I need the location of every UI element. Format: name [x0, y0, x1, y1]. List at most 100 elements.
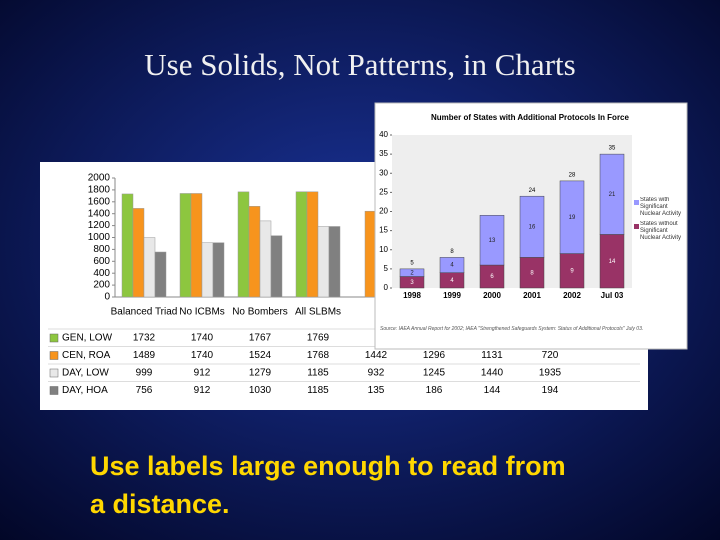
y-tick-label: 1000: [88, 232, 111, 243]
total-label: 28: [569, 172, 576, 178]
y-tick-label: 1400: [88, 208, 111, 219]
legend-label: States with Significant Nuclear Activity: [640, 197, 682, 217]
table-cell: 999: [136, 368, 153, 379]
data-label: 3: [410, 280, 414, 286]
bar-segment: [519, 257, 545, 289]
table-cell: 1524: [249, 350, 272, 361]
table-cell: 912: [194, 368, 211, 379]
chart-2: Number of States with Additional Protoco…: [379, 113, 682, 332]
y-tick-label: 1800: [88, 185, 111, 196]
data-label: 4: [450, 263, 454, 269]
x-tick-label: No Bombers: [232, 307, 288, 318]
y-tick-label: 1600: [88, 196, 111, 207]
legend-swatch: [49, 351, 59, 360]
table-cell: 932: [368, 368, 385, 379]
table-cell: 186: [426, 385, 443, 396]
legend-entry: States with Significant Nuclear Activity: [640, 197, 682, 217]
table-cell: 135: [368, 385, 385, 396]
table-cell: 1245: [423, 368, 446, 379]
y-tick-label: 15: [379, 226, 388, 235]
bar-segment: [399, 268, 425, 277]
table-cell: 1732: [133, 333, 156, 344]
slide-title: Use Solids, Not Patterns, in Charts: [144, 47, 575, 82]
legend-entry: States without Significant Nuclear Activ…: [640, 221, 682, 241]
bar-segment: [599, 153, 625, 235]
bar-segment: [479, 215, 505, 266]
data-label: 14: [609, 259, 616, 265]
table-cell: 1768: [307, 350, 330, 361]
data-label: 6: [490, 274, 494, 280]
chart-title: Number of States with Additional Protoco…: [431, 113, 629, 122]
plot-area: [392, 135, 632, 288]
table-cell: 1740: [191, 333, 214, 344]
table-cell: 1442: [365, 350, 388, 361]
bar: [201, 242, 214, 298]
legend-label: DAY, LOW: [62, 368, 109, 379]
data-label: 4: [450, 278, 454, 284]
legend-swatch: [634, 200, 639, 205]
y-tick-label: 2000: [88, 173, 111, 184]
bar: [248, 206, 261, 298]
bar: [121, 193, 134, 298]
total-label: 8: [450, 249, 454, 255]
bar: [212, 242, 225, 298]
table-cell: 1767: [249, 333, 272, 344]
x-tick-label: Balanced Triad: [111, 307, 178, 318]
table-cell: 1185: [307, 385, 329, 396]
total-label: 24: [529, 188, 536, 194]
y-tick-label: 10: [379, 245, 388, 254]
table-cell: 756: [136, 385, 153, 396]
y-tick-label: 400: [93, 268, 110, 279]
bar: [317, 226, 330, 298]
table-cell: 1131: [481, 350, 503, 361]
legend-swatch: [634, 224, 639, 229]
x-tick-label: No ICBMs: [179, 307, 225, 318]
table-cell: 1279: [249, 368, 272, 379]
bar: [190, 193, 203, 298]
table-cell: 1769: [307, 333, 330, 344]
x-tick-label: 2002: [563, 291, 581, 300]
legend-swatch: [49, 386, 59, 395]
table-cell: 1185: [307, 368, 329, 379]
data-label: 13: [489, 238, 496, 244]
y-tick-label: 25: [379, 187, 388, 196]
y-tick-label: 30: [379, 168, 388, 177]
legend-swatch: [49, 368, 59, 378]
table-cell: 720: [542, 350, 559, 361]
data-label: 2: [410, 270, 414, 276]
legend-label: States without Significant Nuclear Activ…: [640, 221, 682, 241]
y-tick-label: 800: [93, 244, 110, 255]
table-cell: 1296: [423, 350, 446, 361]
bar-segment: [439, 257, 465, 273]
x-tick-label: 2000: [483, 291, 501, 300]
table-cell: 1030: [249, 385, 272, 396]
data-label: 9: [570, 268, 574, 274]
total-label: 5: [410, 260, 414, 266]
y-tick-label: 40: [379, 130, 388, 139]
data-label: 16: [529, 224, 536, 230]
y-tick-label: 0: [384, 283, 389, 292]
bar-segment: [599, 234, 625, 289]
bar: [295, 191, 308, 298]
legend-swatch: [49, 333, 59, 343]
table-cell: 194: [542, 385, 559, 396]
y-tick-label: 35: [379, 149, 388, 158]
bar: [237, 191, 250, 298]
legend-label: GEN, LOW: [62, 333, 113, 344]
x-tick-label: All SLBMs: [295, 307, 341, 318]
total-label: 35: [609, 146, 616, 152]
bar: [179, 193, 192, 298]
bar: [259, 220, 272, 298]
legend-label: CEN, ROA: [62, 350, 111, 361]
table-cell: 144: [484, 385, 501, 396]
note: Source: IAEA Annual Report for 2002; IAE…: [380, 326, 643, 332]
body-text: a distance.: [90, 489, 230, 519]
bar: [132, 208, 145, 298]
bar: [154, 251, 167, 298]
y-tick-label: 600: [93, 256, 110, 267]
y-tick-label: 5: [384, 264, 389, 273]
table-cell: 1935: [539, 368, 562, 379]
x-tick-label: 1999: [443, 291, 461, 300]
y-tick-label: 200: [93, 280, 110, 291]
